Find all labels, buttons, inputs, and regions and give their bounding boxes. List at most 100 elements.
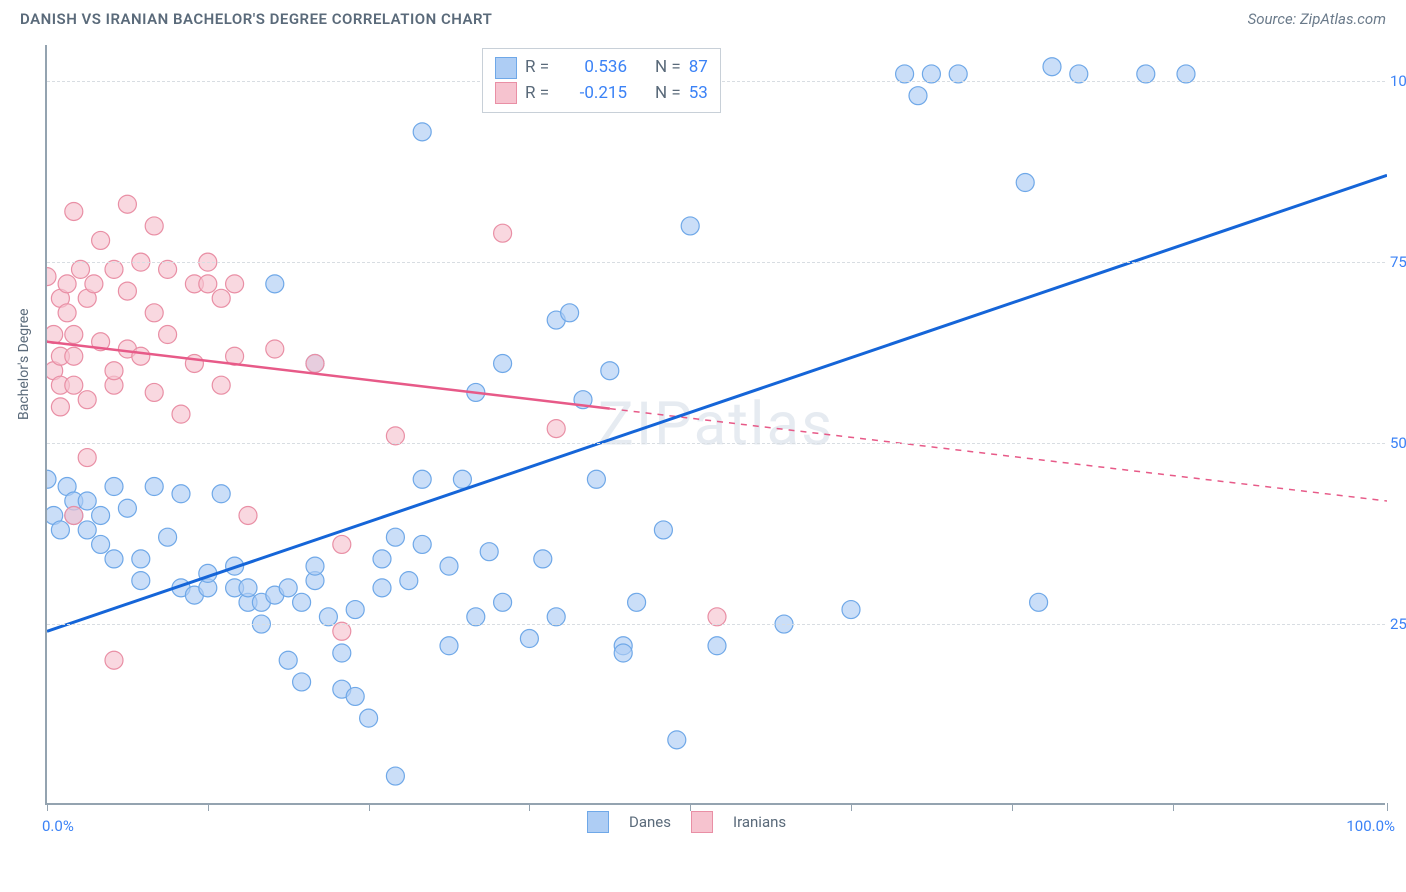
data-point — [51, 398, 69, 416]
data-point — [172, 485, 190, 503]
data-point — [413, 535, 431, 553]
data-point — [105, 362, 123, 380]
x-tick — [369, 803, 370, 811]
data-point — [185, 354, 203, 372]
data-point — [480, 543, 498, 561]
chart-source: Source: ZipAtlas.com — [1248, 10, 1386, 28]
data-point — [92, 506, 110, 524]
data-point — [58, 275, 76, 293]
swatch-danes-icon — [495, 57, 517, 79]
x-tick — [690, 803, 691, 811]
data-point — [92, 535, 110, 553]
data-point — [145, 217, 163, 235]
data-point — [105, 651, 123, 669]
data-point — [413, 470, 431, 488]
data-point — [306, 557, 324, 575]
data-point — [65, 347, 83, 365]
data-point — [386, 767, 404, 785]
iranians-r-value: -0.215 — [557, 81, 627, 107]
r-label-2: R = — [525, 81, 549, 107]
data-point — [212, 289, 230, 307]
trend-line — [47, 342, 610, 409]
data-point — [520, 630, 538, 648]
data-point — [145, 304, 163, 322]
data-point — [346, 601, 364, 619]
y-tick-label: 50.0% — [1390, 434, 1406, 452]
legend-iranians-label: Iranians — [733, 813, 786, 831]
data-point — [78, 492, 96, 510]
x-tick-label-min: 0.0% — [42, 817, 74, 835]
data-point — [601, 362, 619, 380]
data-point — [78, 449, 96, 467]
data-point — [614, 644, 632, 662]
data-point — [47, 470, 56, 488]
data-point — [681, 217, 699, 235]
data-point — [145, 383, 163, 401]
n-label-2: N = — [655, 81, 681, 107]
data-point — [440, 557, 458, 575]
data-point — [386, 528, 404, 546]
data-point — [346, 687, 364, 705]
y-axis-label: Bachelor's Degree — [16, 308, 32, 420]
data-point — [1043, 58, 1061, 76]
data-point — [199, 275, 217, 293]
data-point — [306, 354, 324, 372]
data-point — [105, 478, 123, 496]
data-point — [413, 123, 431, 141]
y-tick-label: 75.0% — [1390, 253, 1406, 271]
data-point — [212, 485, 230, 503]
danes-r-value: 0.536 — [557, 55, 627, 81]
data-point — [78, 391, 96, 409]
chart-title: DANISH VS IRANIAN BACHELOR'S DEGREE CORR… — [20, 10, 492, 28]
data-point — [65, 506, 83, 524]
data-point — [333, 644, 351, 662]
swatch-iranians-icon — [495, 82, 517, 104]
x-tick — [1387, 803, 1388, 811]
data-point — [172, 405, 190, 423]
data-point — [159, 326, 177, 344]
data-point — [453, 470, 471, 488]
data-point — [494, 354, 512, 372]
iranians-n-value: 53 — [689, 81, 708, 107]
gridline — [47, 262, 1385, 263]
data-point — [1030, 593, 1048, 611]
data-point — [85, 275, 103, 293]
data-point — [909, 87, 927, 105]
data-point — [547, 420, 565, 438]
y-tick-label: 25.0% — [1390, 615, 1406, 633]
data-point — [1016, 174, 1034, 192]
data-point — [92, 231, 110, 249]
data-point — [373, 550, 391, 568]
x-tick — [1173, 803, 1174, 811]
x-tick — [851, 803, 852, 811]
danes-n-value: 87 — [689, 55, 708, 81]
data-point — [132, 347, 150, 365]
data-point — [708, 637, 726, 655]
data-point — [65, 326, 83, 344]
data-point — [628, 593, 646, 611]
x-tick — [1012, 803, 1013, 811]
data-point — [561, 304, 579, 322]
data-point — [118, 499, 136, 517]
swatch-iranians-bottom-icon — [691, 811, 713, 833]
data-point — [239, 506, 257, 524]
data-point — [132, 572, 150, 590]
data-point — [440, 637, 458, 655]
data-point — [400, 572, 418, 590]
data-point — [47, 268, 56, 286]
data-point — [65, 376, 83, 394]
data-point — [534, 550, 552, 568]
data-point — [118, 282, 136, 300]
data-point — [373, 579, 391, 597]
data-point — [51, 521, 69, 539]
data-point — [266, 275, 284, 293]
data-point — [159, 528, 177, 546]
data-point — [293, 673, 311, 691]
gridline — [47, 443, 1385, 444]
y-tick-label: 100.0% — [1390, 72, 1406, 90]
legend-danes-label: Danes — [629, 813, 671, 831]
x-tick — [47, 803, 48, 811]
correlation-legend: R = 0.536 N = 87 R = -0.215 N = 53 — [482, 48, 721, 113]
data-point — [333, 535, 351, 553]
legend-row-iranians: R = -0.215 N = 53 — [495, 81, 708, 107]
